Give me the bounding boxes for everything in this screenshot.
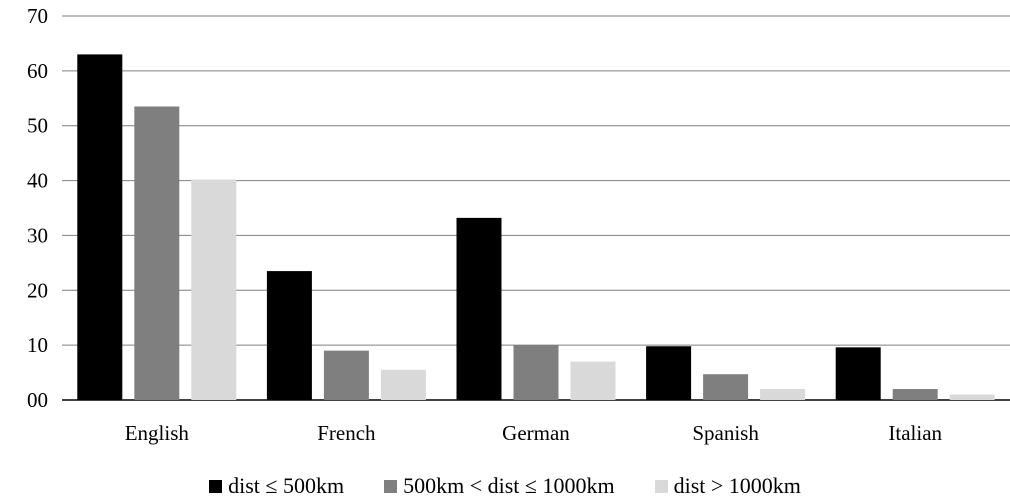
bars xyxy=(77,54,995,401)
bar xyxy=(513,345,559,400)
legend-label: dist ≤ 500km xyxy=(228,473,345,498)
legend-swatch xyxy=(654,479,668,493)
legend-swatch xyxy=(384,479,398,493)
y-tick-label: 70 xyxy=(27,4,48,28)
x-tick-label: French xyxy=(317,421,376,445)
y-tick-label: 60 xyxy=(27,59,48,83)
legend-item-series-1: dist ≤ 500km xyxy=(209,473,344,499)
bar xyxy=(703,374,749,400)
y-tick-label: 50 xyxy=(27,114,48,138)
x-axis-ticks: English French German Spanish Italian xyxy=(125,421,943,445)
bar xyxy=(134,106,180,400)
bar xyxy=(646,346,692,400)
bar xyxy=(191,179,237,400)
bar xyxy=(949,394,995,400)
legend: dist ≤ 500km 500km < dist ≤ 1000km dist … xyxy=(0,470,1010,502)
legend-item-series-3: dist > 1000km xyxy=(654,473,801,499)
x-tick-label: Italian xyxy=(888,421,942,445)
x-tick-label: English xyxy=(125,421,190,445)
bar xyxy=(77,54,123,401)
x-tick-label: German xyxy=(502,421,570,445)
y-axis-ticks: 00 10 20 30 40 50 60 70 xyxy=(27,4,48,412)
bar xyxy=(760,389,806,400)
y-tick-label: 10 xyxy=(27,333,48,357)
y-tick-label: 00 xyxy=(27,388,48,412)
legend-label: dist > 1000km xyxy=(673,473,801,498)
bar xyxy=(323,350,369,400)
x-tick-label: Spanish xyxy=(692,421,759,445)
bar xyxy=(892,389,938,400)
y-tick-label: 40 xyxy=(27,169,48,193)
bar xyxy=(380,369,426,400)
legend-swatch xyxy=(209,479,223,493)
legend-item-series-2: 500km < dist ≤ 1000km xyxy=(384,473,615,499)
bar xyxy=(835,347,881,400)
bar xyxy=(570,361,616,400)
y-tick-label: 30 xyxy=(27,223,48,247)
y-tick-label: 20 xyxy=(27,278,48,302)
bar xyxy=(456,217,502,400)
legend-label: 500km < dist ≤ 1000km xyxy=(403,473,615,498)
bar xyxy=(266,271,312,400)
